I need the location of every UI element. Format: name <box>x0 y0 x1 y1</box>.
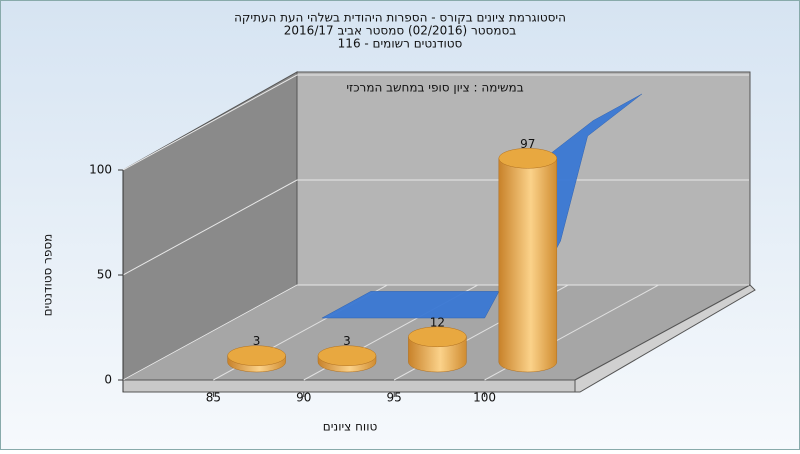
x-axis-label: טווח ציונים <box>323 420 378 434</box>
annotation: במשימה : ציון סופי במחשב המרכזי <box>346 81 523 95</box>
bar-top <box>498 148 558 169</box>
bar-top <box>408 326 467 348</box>
bar-group <box>227 345 286 373</box>
curve-ribbon <box>321 93 643 319</box>
value-label: 3 <box>253 334 261 348</box>
grid-line <box>122 284 749 381</box>
bar <box>498 158 558 373</box>
title-line: סטודנטים רשומים - 116 <box>338 37 463 51</box>
value-label: 12 <box>430 315 445 329</box>
grid-line <box>122 179 749 276</box>
value-label: 97 <box>520 137 535 151</box>
bar-group <box>408 326 467 373</box>
bar-group <box>317 345 377 373</box>
y-axis-label: מספר סטודנטים <box>41 234 55 317</box>
bar-group <box>498 148 558 373</box>
x-tick-label: 95 <box>387 391 402 405</box>
x-tick-label: 90 <box>296 391 311 405</box>
y-tick-label: 50 <box>97 268 112 282</box>
x-tick-label: 85 <box>206 391 221 405</box>
y-tick-label: 0 <box>104 373 112 387</box>
y-tick-label: 100 <box>89 163 112 177</box>
title-line: היסטוגרמת ציונים בקורס - הספרות היהודית … <box>234 11 566 25</box>
x-tick-label: 100 <box>473 391 496 405</box>
bar-top <box>317 345 377 366</box>
bar-top <box>227 345 286 366</box>
title-line: בסמסטר (02/2016) סמסטר אביב 2016/17 <box>284 24 516 38</box>
grid-line <box>122 74 749 171</box>
value-label: 3 <box>343 334 351 348</box>
